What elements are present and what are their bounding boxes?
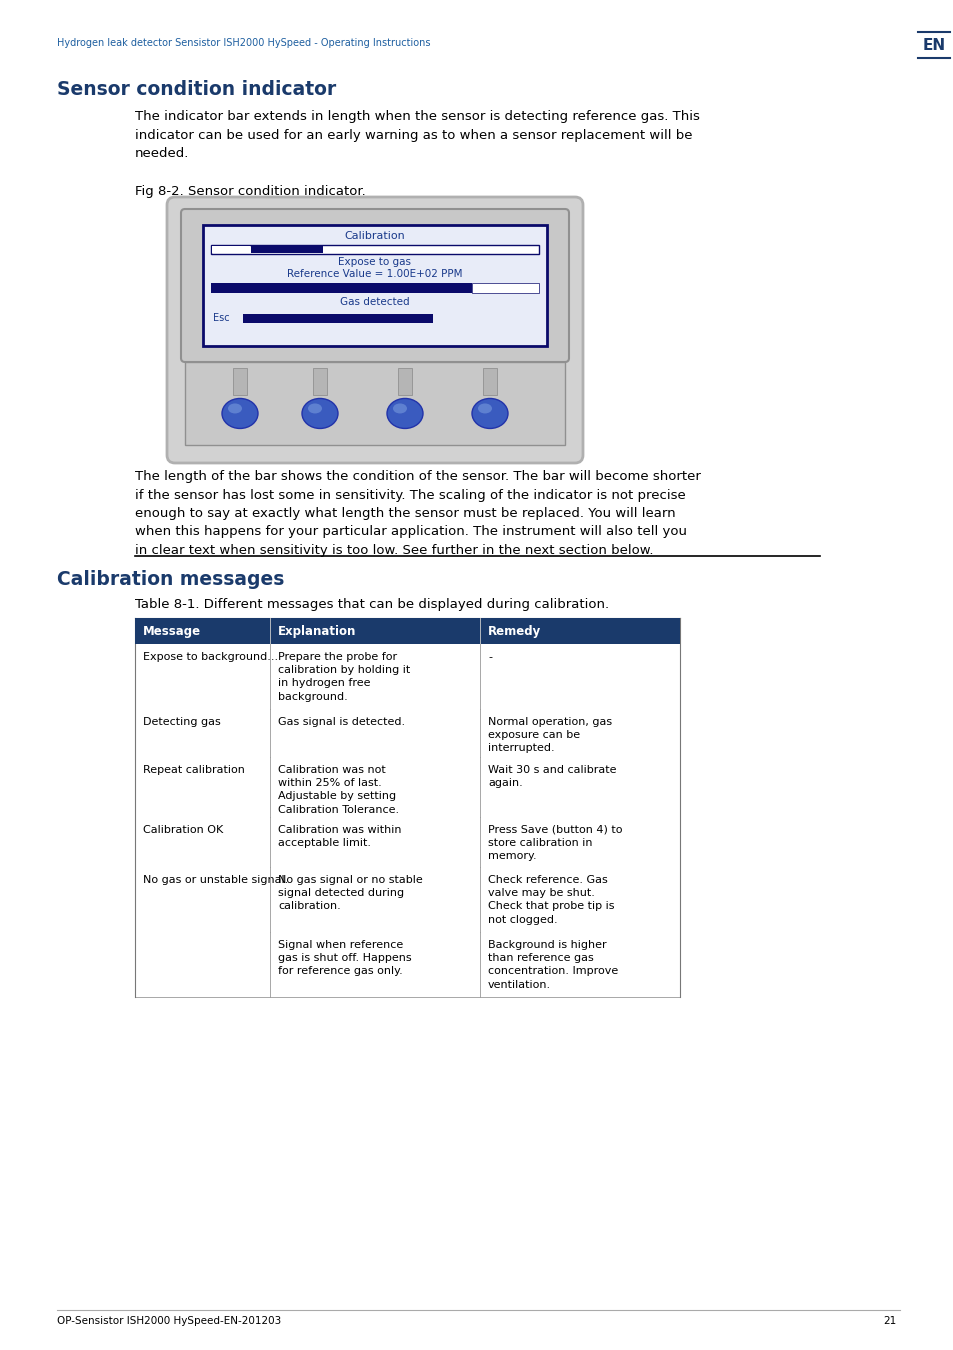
- Ellipse shape: [472, 398, 507, 428]
- Bar: [482, 369, 497, 396]
- Text: Calibration messages: Calibration messages: [57, 570, 284, 589]
- Text: Explanation: Explanation: [277, 625, 356, 637]
- Text: Reference Value = 1.00E+02 PPM: Reference Value = 1.00E+02 PPM: [287, 269, 462, 279]
- Text: OP-Sensistor ISH2000 HySpeed-EN-201203: OP-Sensistor ISH2000 HySpeed-EN-201203: [57, 1316, 281, 1326]
- Text: The indicator bar extends in length when the sensor is detecting reference gas. : The indicator bar extends in length when…: [135, 109, 700, 161]
- Text: Detecting gas: Detecting gas: [143, 717, 220, 728]
- Bar: [211, 244, 538, 254]
- Text: Normal operation, gas
exposure can be
interrupted.: Normal operation, gas exposure can be in…: [488, 717, 612, 753]
- Text: Wait 30 s and calibrate
again.: Wait 30 s and calibrate again.: [488, 765, 616, 788]
- Text: -: -: [488, 652, 492, 662]
- Text: EN: EN: [922, 38, 944, 53]
- Text: 21: 21: [882, 1316, 896, 1326]
- Bar: [135, 644, 679, 709]
- Bar: [203, 225, 546, 346]
- Text: Calibration: Calibration: [344, 231, 405, 242]
- Bar: [135, 931, 679, 998]
- Bar: [135, 867, 679, 932]
- Text: Press Save (button 4) to
store calibration in
memory.: Press Save (button 4) to store calibrati…: [488, 825, 622, 861]
- Bar: [135, 817, 679, 867]
- Text: Gas detected: Gas detected: [340, 297, 410, 306]
- Text: Sensor condition indicator: Sensor condition indicator: [57, 80, 335, 99]
- Text: No gas signal or no stable
signal detected during
calibration.: No gas signal or no stable signal detect…: [277, 875, 422, 911]
- Bar: [313, 369, 327, 396]
- Text: Esc: Esc: [213, 313, 230, 323]
- Bar: [185, 362, 564, 446]
- Bar: [472, 284, 538, 293]
- Bar: [135, 709, 679, 757]
- Text: Hydrogen leak detector Sensistor ISH2000 HySpeed - Operating Instructions: Hydrogen leak detector Sensistor ISH2000…: [57, 38, 430, 49]
- Ellipse shape: [393, 404, 407, 413]
- Ellipse shape: [308, 404, 322, 413]
- Text: Expose to background...: Expose to background...: [143, 652, 278, 662]
- Text: No gas or unstable signal.: No gas or unstable signal.: [143, 875, 288, 886]
- Ellipse shape: [387, 398, 422, 428]
- Text: Gas signal is detected.: Gas signal is detected.: [277, 717, 405, 728]
- Ellipse shape: [477, 404, 492, 413]
- FancyBboxPatch shape: [167, 197, 582, 463]
- Bar: [243, 315, 433, 323]
- Text: Prepare the probe for
calibration by holding it
in hydrogen free
background.: Prepare the probe for calibration by hol…: [277, 652, 410, 702]
- Text: Table 8-1. Different messages that can be displayed during calibration.: Table 8-1. Different messages that can b…: [135, 598, 608, 612]
- Bar: [135, 757, 679, 817]
- Ellipse shape: [222, 398, 257, 428]
- Bar: [397, 369, 412, 396]
- Text: Background is higher
than reference gas
concentration. Improve
ventilation.: Background is higher than reference gas …: [488, 940, 618, 990]
- Text: Message: Message: [143, 625, 201, 637]
- Bar: [211, 284, 472, 293]
- Text: Fig 8-2. Sensor condition indicator.: Fig 8-2. Sensor condition indicator.: [135, 185, 365, 198]
- Text: Repeat calibration: Repeat calibration: [143, 765, 245, 775]
- Ellipse shape: [228, 404, 242, 413]
- Text: Calibration was within
acceptable limit.: Calibration was within acceptable limit.: [277, 825, 401, 848]
- Bar: [233, 369, 247, 396]
- Bar: [251, 246, 323, 252]
- Bar: [135, 618, 679, 644]
- Text: Check reference. Gas
valve may be shut.
Check that probe tip is
not clogged.: Check reference. Gas valve may be shut. …: [488, 875, 614, 925]
- Text: The length of the bar shows the condition of the sensor. The bar will become sho: The length of the bar shows the conditio…: [135, 470, 700, 558]
- FancyBboxPatch shape: [181, 209, 568, 362]
- Text: Signal when reference
gas is shut off. Happens
for reference gas only.: Signal when reference gas is shut off. H…: [277, 940, 411, 976]
- Bar: [212, 246, 250, 252]
- Ellipse shape: [302, 398, 337, 428]
- Text: Calibration was not
within 25% of last.
Adjustable by setting
Calibration Tolera: Calibration was not within 25% of last. …: [277, 765, 398, 814]
- Text: Remedy: Remedy: [488, 625, 540, 637]
- Text: Calibration OK: Calibration OK: [143, 825, 223, 836]
- Text: Expose to gas: Expose to gas: [338, 256, 411, 267]
